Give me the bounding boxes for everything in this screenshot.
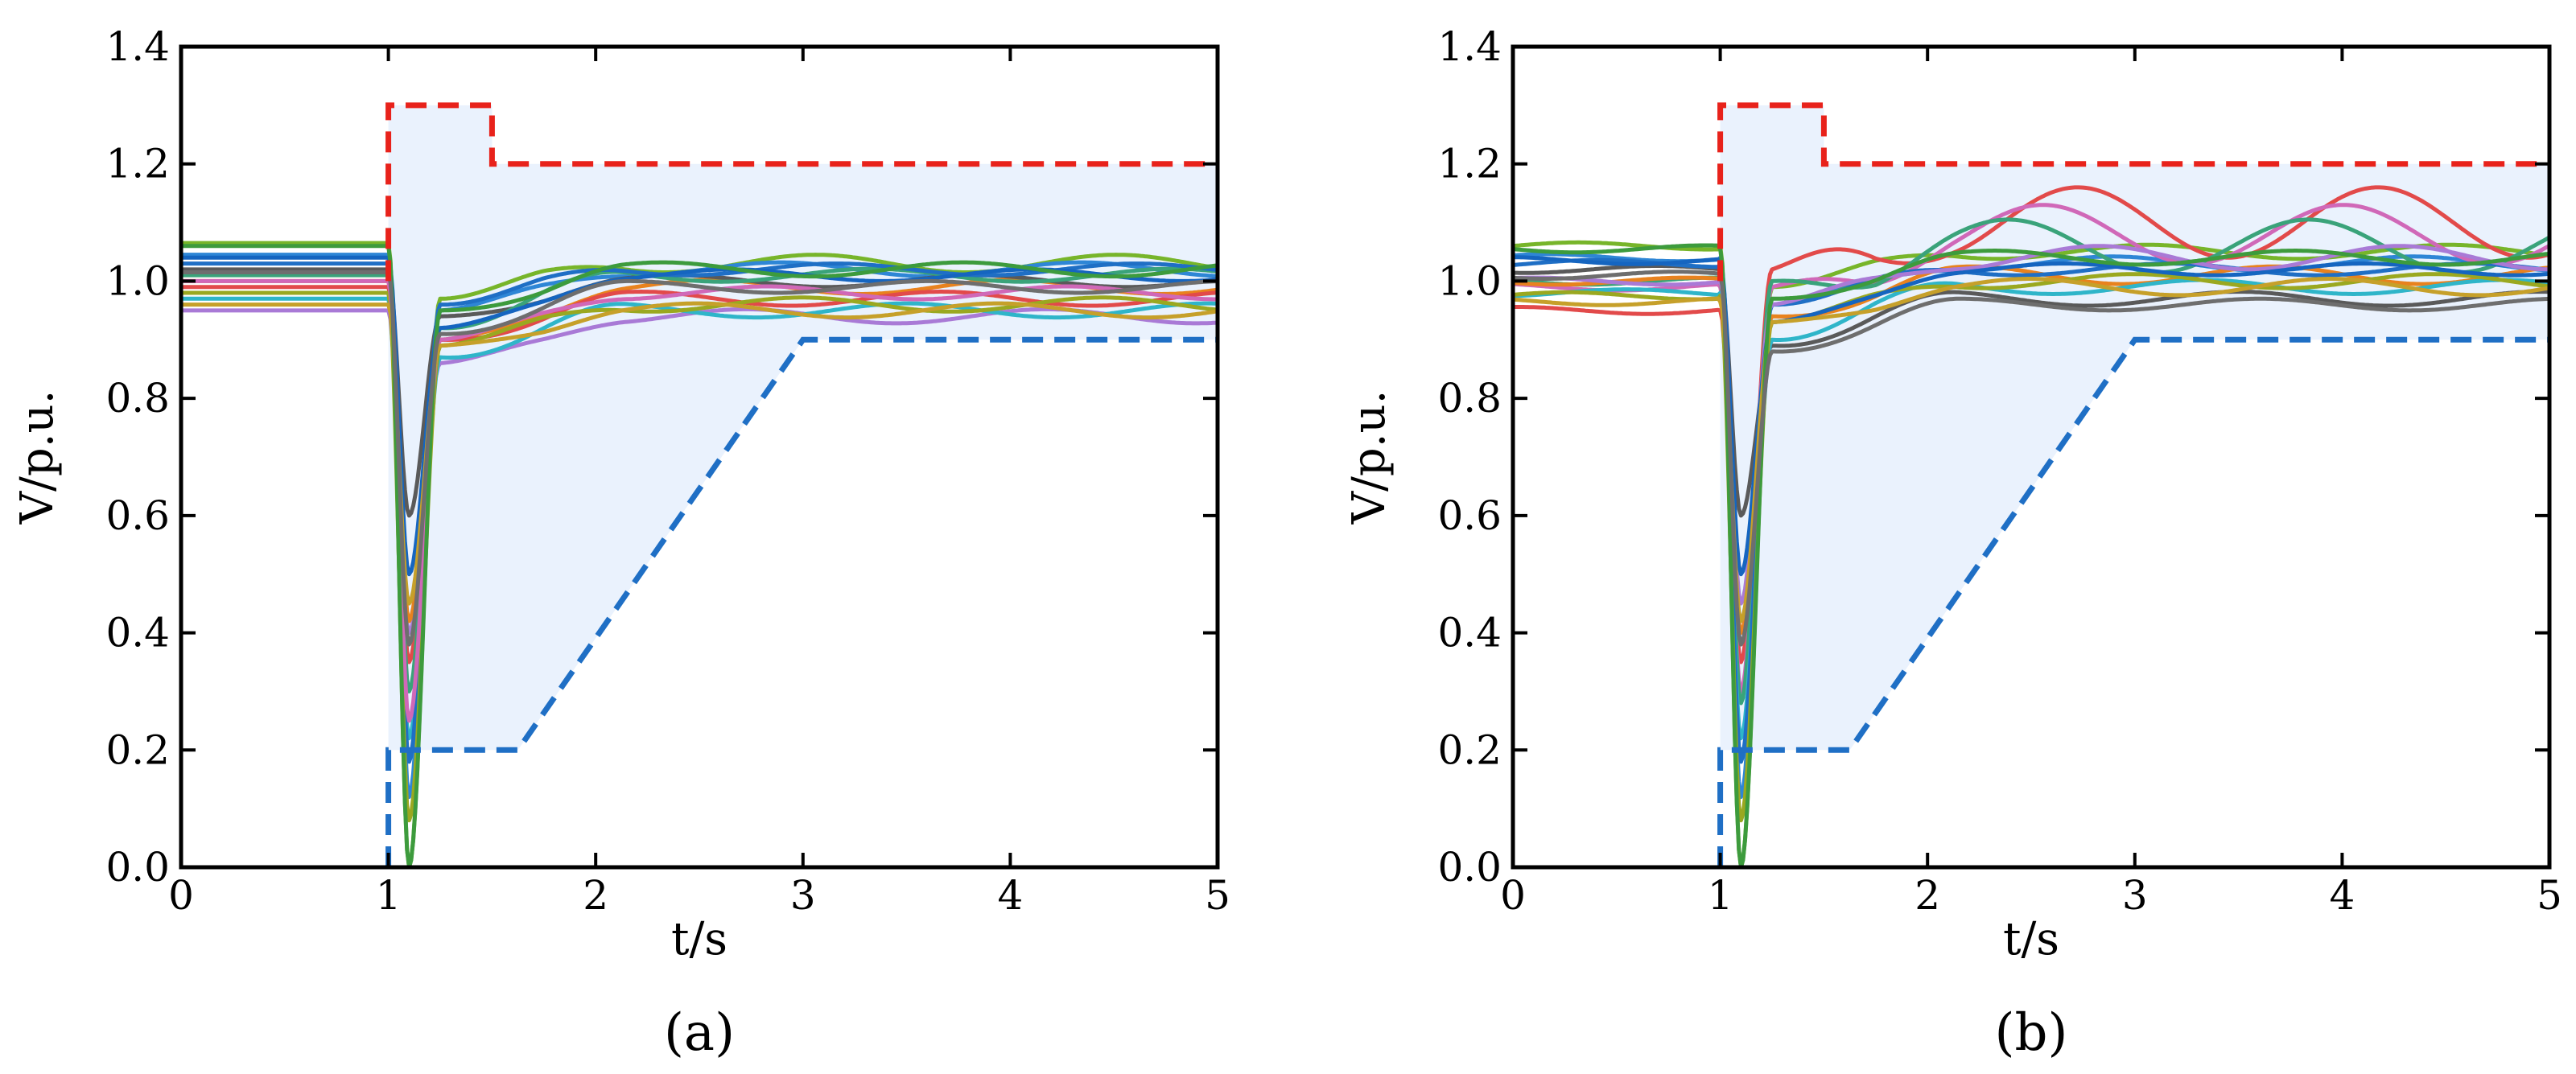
y-axis-label-b: V/p.u. — [1343, 390, 1395, 525]
upper-limit-line — [385, 102, 1218, 282]
y-tick-label: 0.0 — [105, 844, 170, 891]
y-tick-label: 0.6 — [1437, 492, 1502, 539]
series-a — [181, 241, 1218, 867]
x-tick-label: 5 — [1205, 872, 1230, 919]
y-tick-label: 0.8 — [1437, 375, 1502, 422]
y-tick-label: 1.0 — [1437, 257, 1502, 304]
plot-frame-b — [1511, 44, 2552, 870]
ticks-a — [179, 45, 1219, 869]
series-line-bus-10 — [181, 290, 1218, 823]
lower-limit-line — [1717, 336, 2549, 867]
series-line-bus-14 — [1513, 243, 2549, 867]
x-tick-labels-a: 0 1 2 3 4 5 — [168, 872, 1230, 919]
y-tick-label: 1.4 — [1437, 23, 1502, 70]
y-tick-labels-a: 0.0 0.2 0.4 0.6 0.8 1.0 1.2 1.4 — [105, 23, 170, 891]
tolerance-band — [388, 105, 1218, 867]
y-tick-label: 1.2 — [1437, 141, 1502, 187]
x-tick-label: 0 — [1500, 872, 1526, 919]
series-line-bus-11 — [1513, 244, 2549, 606]
x-tick-label: 4 — [997, 872, 1023, 919]
y-tick-label: 0.8 — [105, 375, 170, 422]
x-tick-label: 3 — [2122, 872, 2148, 919]
y-tick-label: 0.6 — [105, 492, 170, 539]
y-tick-label: 0.4 — [1437, 610, 1502, 656]
y-tick-label: 1.4 — [105, 23, 170, 70]
y-tick-label: 0.2 — [105, 726, 170, 773]
y-tick-label: 0.0 — [1437, 844, 1502, 891]
panel-b: 0 1 2 3 4 5 0.0 0.2 0.4 0.6 0.8 1.0 1.2 … — [1343, 23, 2562, 1063]
x-tick-label: 2 — [583, 872, 608, 919]
y-tick-label: 1.2 — [105, 141, 170, 187]
tolerance-band-a — [388, 105, 1218, 867]
y-tick-labels-b: 0.0 0.2 0.4 0.6 0.8 1.0 1.2 1.4 — [1437, 23, 1502, 891]
y-axis-label-a: V/p.u. — [11, 390, 64, 525]
series-line-bus-12 — [1513, 255, 2549, 577]
series-line-bus-8 — [181, 266, 1218, 693]
series-line-bus-4 — [1513, 203, 2549, 693]
series-line-bus-3 — [1513, 185, 2549, 665]
x-tick-label: 1 — [1708, 872, 1733, 919]
y-tick-label: 1.0 — [105, 257, 170, 304]
limits-a — [385, 102, 1218, 867]
tolerance-band-b — [1720, 105, 2549, 867]
series-line-bus-8 — [1513, 278, 2549, 741]
panel-label-a: (a) — [664, 1003, 735, 1063]
series-line-bus-15 — [181, 270, 1218, 647]
series-line-bus-11 — [181, 278, 1218, 723]
series-line-bus-7 — [181, 296, 1218, 741]
x-tick-label: 0 — [168, 872, 194, 919]
x-axis-label-a: t/s — [671, 913, 727, 965]
series-line-bus-13 — [181, 301, 1218, 606]
y-tick-label: 0.4 — [105, 610, 170, 656]
x-tick-label: 5 — [2537, 872, 2562, 919]
lower-limit-line — [385, 336, 1218, 867]
series-line-bus-13 — [1513, 277, 2549, 623]
tolerance-band — [1720, 105, 2549, 867]
panel-label-b: (b) — [1995, 1003, 2068, 1063]
ticks-b — [1511, 45, 2551, 869]
series-b — [1513, 185, 2549, 867]
x-tick-label: 4 — [2329, 872, 2355, 919]
y-tick-label: 0.2 — [1437, 726, 1502, 773]
upper-limit-line — [1717, 102, 2549, 282]
plot-frame-a — [179, 44, 1220, 870]
series-line-bus-9 — [1513, 257, 2549, 764]
x-tick-labels-b: 0 1 2 3 4 5 — [1500, 872, 2562, 919]
x-axis-label-b: t/s — [2003, 913, 2059, 965]
series-line-bus-14 — [181, 244, 1218, 867]
x-tick-label: 2 — [1914, 872, 1940, 919]
series-line-bus-15 — [1513, 270, 2549, 647]
limits-b — [1717, 102, 2549, 867]
panel-a: 0 1 2 3 4 5 0.0 0.2 0.4 0.6 0.8 1.0 1.2 … — [11, 23, 1230, 1063]
x-tick-label: 3 — [790, 872, 816, 919]
x-tick-label: 1 — [376, 872, 402, 919]
